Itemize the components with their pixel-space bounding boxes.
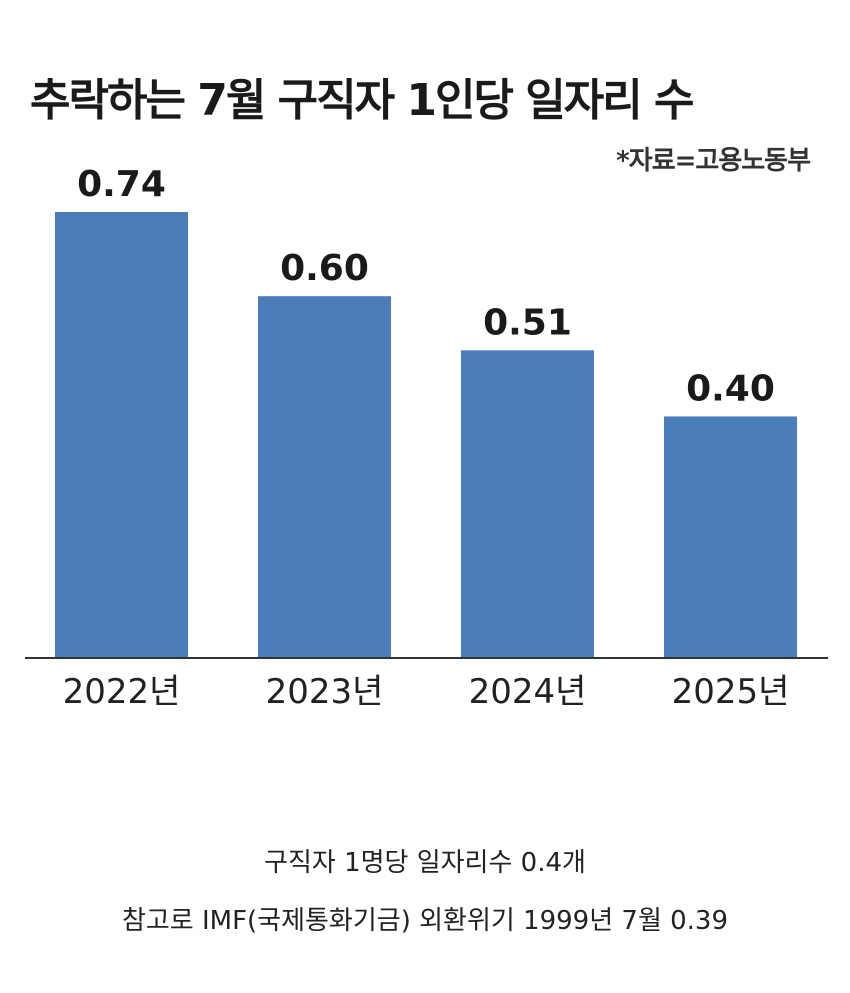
caption-line-2: 참고로 IMF(국제통화기금) 외환위기 1999년 7월 0.39	[121, 906, 729, 936]
bar-2	[461, 350, 594, 657]
value-label-3: 0.40	[686, 368, 775, 409]
category-label-0: 2022년	[63, 672, 181, 712]
value-label-0: 0.74	[77, 164, 166, 205]
bar-chart: 0.74 2022년 0.60 2023년 0.51 2024년 0.40 2025년	[25, 164, 828, 712]
category-label-3: 2025년	[672, 672, 790, 712]
category-label-1: 2023년	[266, 672, 384, 712]
value-label-2: 0.51	[483, 302, 572, 343]
caption-line-1: 구직자 1명당 일자리수 0.4개	[264, 848, 586, 878]
bar-3	[664, 416, 797, 657]
bar-1	[258, 296, 391, 657]
chart-source: *자료=고용노동부	[616, 146, 811, 176]
category-label-2: 2024년	[469, 672, 587, 712]
bar-0	[55, 212, 188, 657]
value-label-1: 0.60	[280, 248, 369, 289]
chart-title: 추락하는 7월 구직자 1인당 일자리 수	[30, 75, 695, 126]
